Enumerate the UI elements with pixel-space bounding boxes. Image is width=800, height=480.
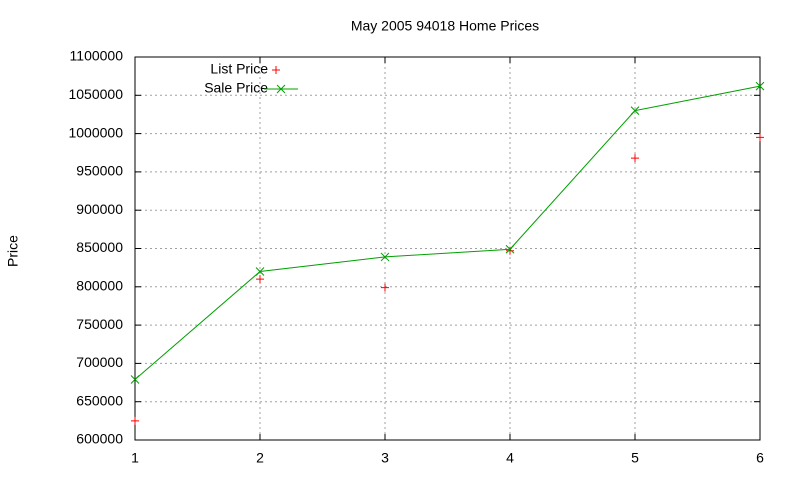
x-tick-label: 5 [631,450,639,466]
y-axis-label: Price [5,235,21,267]
y-tick-label: 600000 [76,431,123,447]
y-tick-label: 1050000 [68,86,123,102]
point-marker [256,275,264,284]
point-marker [130,375,140,384]
y-tick-label: 800000 [76,278,123,294]
legend-label: List Price [210,61,268,77]
y-tick-label: 700000 [76,354,123,370]
y-tick-label: 1100000 [70,48,124,64]
legend-marker [272,66,280,74]
x-tick-label: 4 [506,450,514,466]
chart-title: May 2005 94018 Home Prices [351,18,539,34]
y-tick-label: 900000 [76,201,123,217]
x-tick-label: 2 [256,450,264,466]
point-marker [255,267,265,276]
point-marker [756,133,764,142]
x-tick-label: 1 [131,450,139,466]
y-tick-label: 950000 [76,163,123,179]
x-tick-label: 3 [381,450,389,466]
y-tick-label: 1000000 [68,124,123,140]
x-tick-label: 6 [756,450,764,466]
series-line [134,85,761,380]
y-tick-label: 850000 [76,239,123,255]
point-marker [631,154,639,163]
point-marker [131,416,139,425]
legend-label: Sale Price [204,80,268,96]
point-marker [630,106,640,115]
legend-marker [276,84,286,94]
point-marker [380,252,390,262]
plot-border [134,56,761,441]
y-tick-label: 650000 [76,392,123,408]
point-marker [755,81,765,91]
point-marker [506,246,514,255]
point-marker [381,283,389,292]
point-marker [505,244,515,254]
y-tick-label: 750000 [76,316,123,332]
